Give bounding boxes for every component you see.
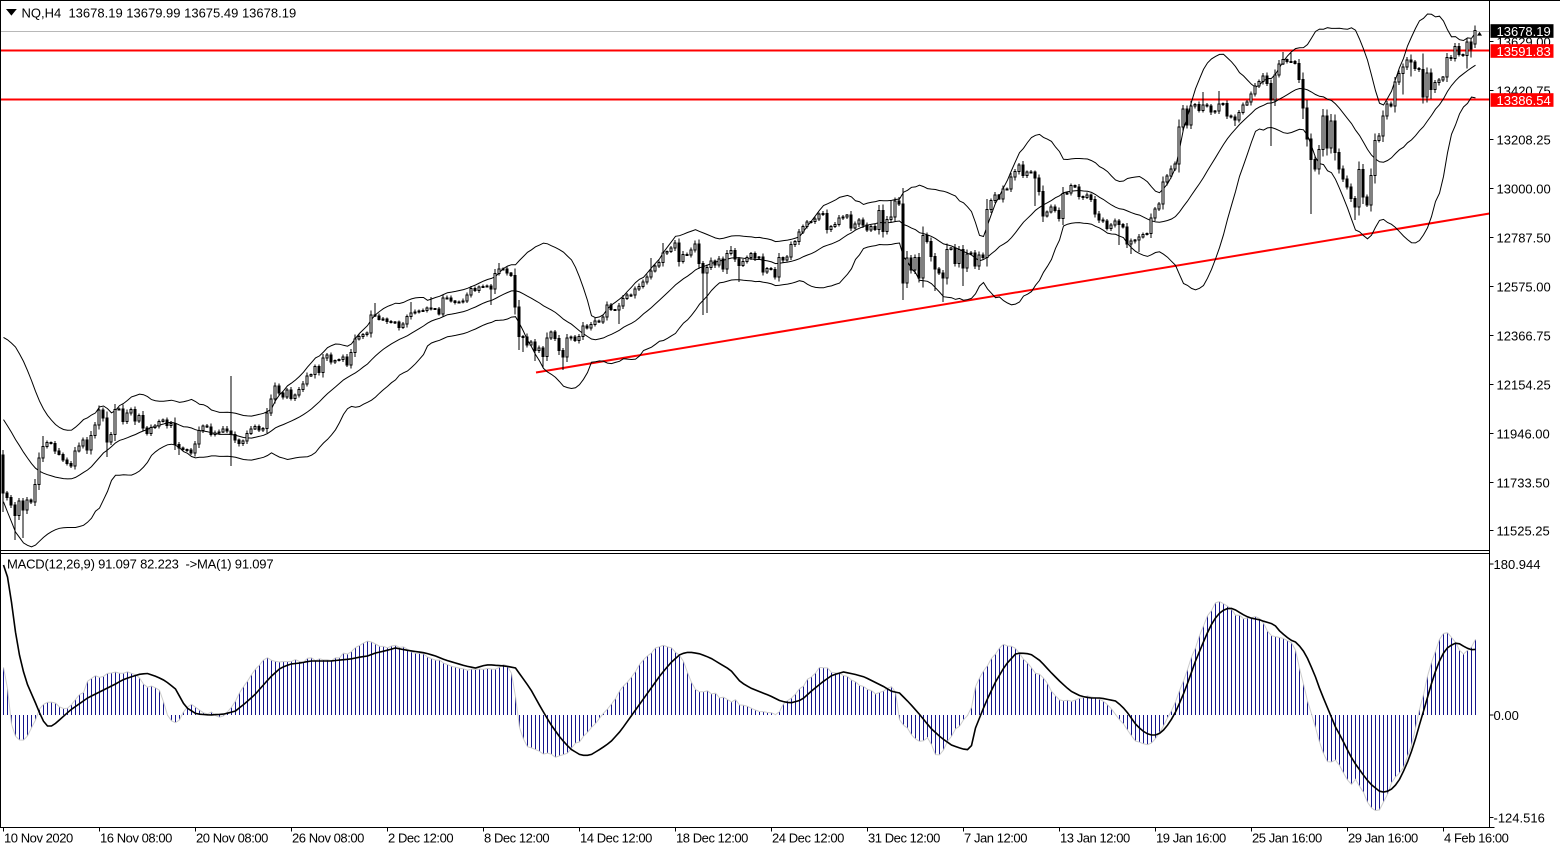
svg-text:26 Nov 08:00: 26 Nov 08:00 — [292, 831, 364, 846]
svg-text:19 Jan 16:00: 19 Jan 16:00 — [1156, 831, 1226, 846]
svg-text:10 Nov 2020: 10 Nov 2020 — [4, 831, 73, 846]
svg-text:25 Jan 16:00: 25 Jan 16:00 — [1252, 831, 1322, 846]
svg-text:12366.75: 12366.75 — [1497, 329, 1551, 344]
svg-text:29 Jan 16:00: 29 Jan 16:00 — [1348, 831, 1418, 846]
svg-text:12787.50: 12787.50 — [1497, 231, 1551, 246]
svg-text:8 Dec 12:00: 8 Dec 12:00 — [484, 831, 549, 846]
svg-text:11525.25: 11525.25 — [1497, 524, 1550, 539]
svg-text:20 Nov 08:00: 20 Nov 08:00 — [196, 831, 268, 846]
svg-text:13 Jan 12:00: 13 Jan 12:00 — [1060, 831, 1130, 846]
svg-text:13000.00: 13000.00 — [1497, 182, 1551, 197]
svg-text:13591.83: 13591.83 — [1497, 44, 1551, 59]
svg-text:180.944: 180.944 — [1494, 557, 1541, 572]
svg-text:2 Dec 12:00: 2 Dec 12:00 — [388, 831, 453, 846]
svg-text:24 Dec 12:00: 24 Dec 12:00 — [772, 831, 844, 846]
svg-text:13678.19: 13678.19 — [1497, 24, 1551, 39]
svg-text:31 Dec 12:00: 31 Dec 12:00 — [868, 831, 940, 846]
svg-text:0.00: 0.00 — [1494, 708, 1519, 723]
svg-text:11733.50: 11733.50 — [1497, 476, 1550, 491]
svg-text:12575.00: 12575.00 — [1497, 280, 1551, 295]
svg-text:14 Dec 12:00: 14 Dec 12:00 — [580, 831, 652, 846]
svg-text:11946.00: 11946.00 — [1497, 427, 1550, 442]
svg-text:-124.516: -124.516 — [1494, 811, 1545, 826]
svg-text:NQ,H4 13678.19 13679.99 13675: NQ,H4 13678.19 13679.99 13675.49 13678.1… — [22, 6, 297, 21]
svg-text:18 Dec 12:00: 18 Dec 12:00 — [676, 831, 748, 846]
svg-text:12154.25: 12154.25 — [1497, 378, 1551, 393]
svg-text:13386.54: 13386.54 — [1497, 93, 1551, 108]
svg-text:16 Nov 08:00: 16 Nov 08:00 — [100, 831, 172, 846]
svg-text:7 Jan 12:00: 7 Jan 12:00 — [964, 831, 1027, 846]
svg-text:MACD(12,26,9) 91.097 82.223 -: MACD(12,26,9) 91.097 82.223 ->MA(1) 91.0… — [7, 557, 273, 572]
svg-text:4 Feb 16:00: 4 Feb 16:00 — [1444, 831, 1509, 846]
svg-text:13208.25: 13208.25 — [1497, 133, 1551, 148]
